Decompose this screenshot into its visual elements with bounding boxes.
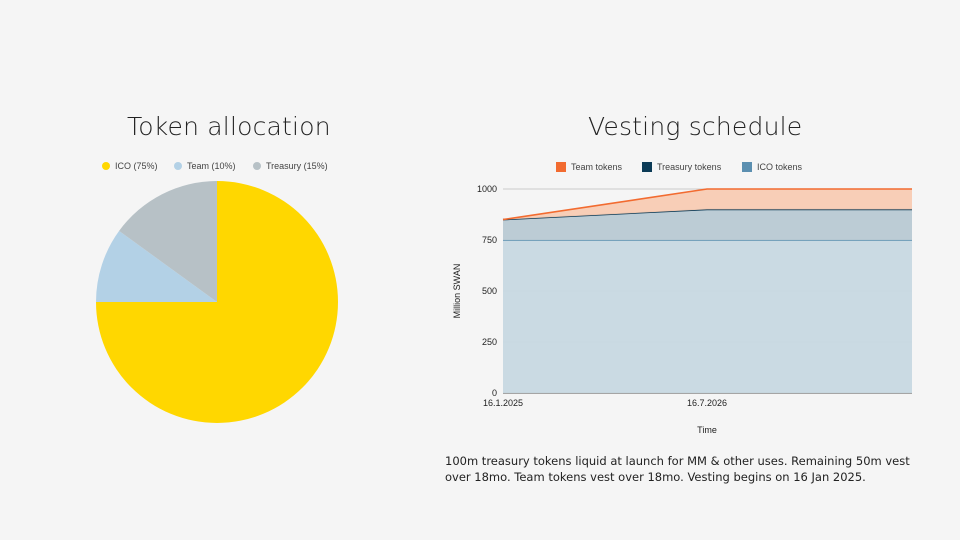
area-chart: 0 250 500 750 1000 16.1.2025 16.7.2026 Time Mill… xyxy=(452,184,912,435)
area-legend-label-1: Treasury tokens xyxy=(657,162,722,172)
area-legend-label-2: ICO tokens xyxy=(757,162,803,172)
y-tick-label-1: 250 xyxy=(482,337,497,347)
y-tick-label-3: 750 xyxy=(482,235,497,245)
area-legend: Team tokens Treasury tokens ICO tokens xyxy=(556,162,803,172)
x-axis-label: Time xyxy=(697,425,717,435)
pie-legend-swatch-2 xyxy=(253,162,261,170)
vesting-note: 100m treasury tokens liquid at launch fo… xyxy=(445,454,910,484)
pie-chart-title: Token allocation xyxy=(127,112,331,141)
area-legend-swatch-2 xyxy=(742,162,752,172)
area-legend-label-0: Team tokens xyxy=(571,162,623,172)
area-fill-2 xyxy=(503,189,912,220)
area-legend-swatch-1 xyxy=(642,162,652,172)
pie-chart xyxy=(96,181,338,423)
pie-legend: ICO (75%) Team (10%) Treasury (15%) xyxy=(102,161,328,171)
x-tick-label-1: 16.7.2026 xyxy=(687,398,727,408)
pie-legend-swatch-1 xyxy=(174,162,182,170)
area-fill-1 xyxy=(503,209,912,240)
area-fill-0 xyxy=(503,240,912,393)
y-tick-label-0: 0 xyxy=(492,388,497,398)
x-tick-label-0: 16.1.2025 xyxy=(483,398,523,408)
pie-legend-label-0: ICO (75%) xyxy=(115,161,158,171)
area-legend-swatch-0 xyxy=(556,162,566,172)
pie-legend-swatch-0 xyxy=(102,162,110,170)
y-tick-label-2: 500 xyxy=(482,286,497,296)
y-tick-label-4: 1000 xyxy=(477,184,497,194)
pie-legend-label-1: Team (10%) xyxy=(187,161,236,171)
pie-legend-label-2: Treasury (15%) xyxy=(266,161,328,171)
pie-slice-1 xyxy=(96,230,217,302)
area-chart-title: Vesting schedule xyxy=(588,112,803,141)
y-axis-label: Million SWAN xyxy=(452,264,462,319)
area-line-2 xyxy=(502,188,912,221)
pie-slice-2 xyxy=(119,181,217,302)
